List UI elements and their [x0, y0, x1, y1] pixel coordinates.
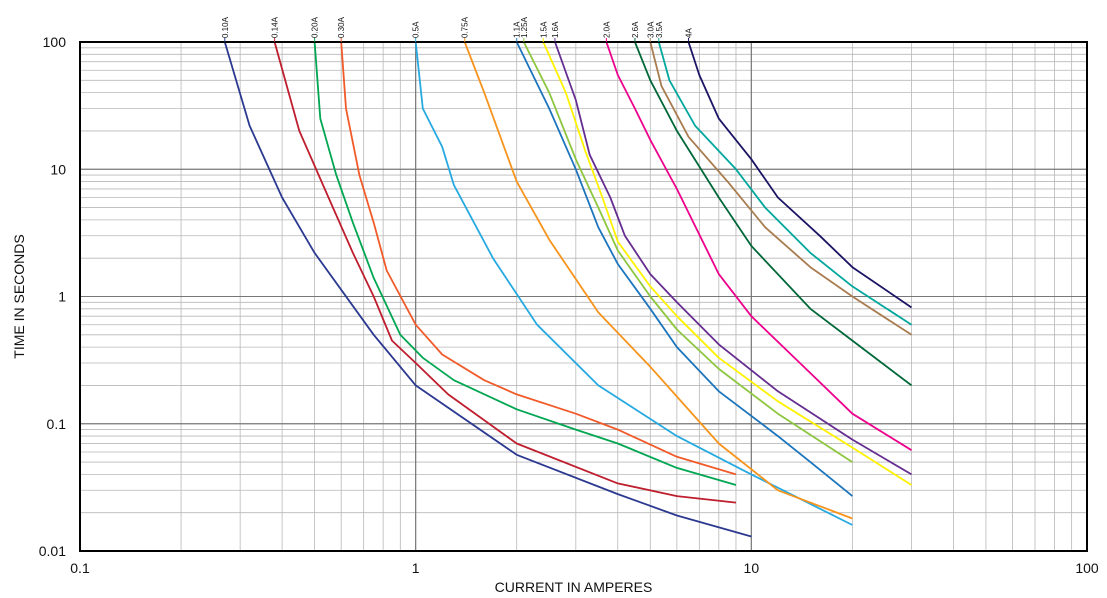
- curve-label: 2.6A: [631, 21, 640, 38]
- x-tick-label: 1: [412, 560, 420, 576]
- curve-2.0A: [605, 41, 912, 451]
- curve-0.14A: [273, 41, 737, 504]
- curve-label: 2.0A: [602, 21, 611, 38]
- x-axis-label: CURRENT IN AMPERES: [495, 579, 653, 595]
- x-tick-label: 100: [1075, 560, 1099, 576]
- y-tick-label: 10: [50, 161, 66, 177]
- curve-0.20A: [313, 41, 737, 486]
- curve-label: 1.6A: [551, 21, 560, 38]
- curve-label: 1.1A: [513, 21, 522, 38]
- x-tick-label: 0.1: [70, 560, 90, 576]
- curve-1.1A: [515, 41, 853, 497]
- curve-labels: 0.10A 0.14A 0.20A 0.30A 0.5A 0.75A 1.1A1.25A 1.…: [221, 16, 694, 42]
- y-tick-labels: 0.01 0.1 1 10 100: [39, 34, 66, 559]
- curve-3.5A: [657, 41, 912, 326]
- plot-frame: [79, 41, 1088, 552]
- curve-label: 3.5A: [655, 21, 664, 38]
- curve-label: 1.5A: [539, 21, 548, 38]
- curve-4A: [687, 41, 913, 309]
- curve-label: 0.30A: [337, 16, 346, 38]
- curve-label: 4A: [685, 28, 694, 38]
- x-tick-labels: 0.1 1 10 100: [70, 560, 1099, 576]
- curve-label: 0.5A: [412, 21, 421, 38]
- curve-0.10A: [223, 41, 752, 538]
- curve-0.5A: [414, 41, 853, 526]
- y-tick-label: 0.01: [39, 543, 66, 559]
- curve-2.6A: [634, 41, 913, 387]
- curve-label: 0.75A: [461, 16, 470, 38]
- curve-0.75A: [463, 41, 853, 520]
- y-tick-label: 1: [58, 289, 66, 305]
- curve-0.30A: [340, 41, 737, 476]
- curve-label: 0.10A: [221, 16, 230, 38]
- y-axis-label: TIME IN SECONDS: [11, 234, 27, 358]
- curve-label: 3.0A: [646, 21, 655, 38]
- curve-label: 1.25A: [520, 16, 529, 38]
- curve-label: 0.14A: [271, 16, 280, 38]
- curve-1.5A: [542, 41, 912, 486]
- x-tick-label: 10: [744, 560, 760, 576]
- curve-label: 0.20A: [311, 16, 320, 38]
- curves: [223, 41, 913, 538]
- y-tick-label: 0.1: [47, 416, 67, 432]
- curve-3.0A: [649, 41, 912, 336]
- curve-1.6A: [554, 41, 912, 476]
- y-tick-label: 100: [43, 34, 67, 50]
- curve-1.25A: [522, 41, 853, 463]
